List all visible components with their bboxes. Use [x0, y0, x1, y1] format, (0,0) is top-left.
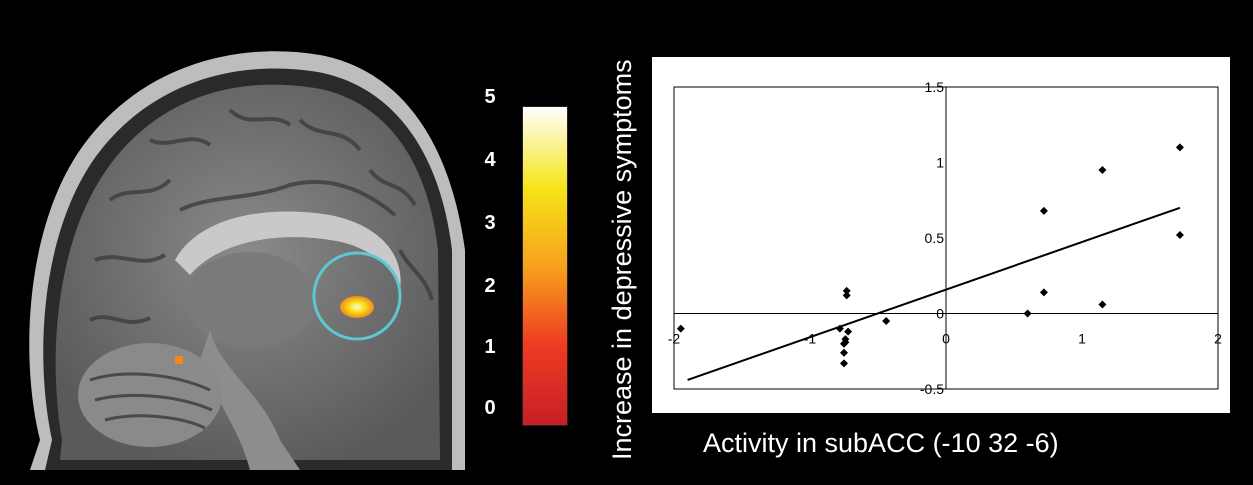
trend-line [687, 206, 1181, 381]
y-tick-label: 1 [936, 155, 944, 171]
colorbar [522, 106, 568, 426]
data-point [882, 317, 891, 326]
data-point [676, 324, 685, 333]
x-tick-label: -2 [668, 331, 681, 347]
data-point [1023, 309, 1032, 318]
scatter-plot-area: -2 -1 0 1 2 1.5 1 0.5 0 -0.5 [652, 57, 1230, 413]
data-point [840, 339, 848, 348]
scatter-plot: -2 -1 0 1 2 1.5 1 0.5 0 -0.5 [668, 79, 1222, 397]
colorbar-tick-4: 4 [484, 149, 496, 171]
data-point [840, 359, 848, 368]
y-tick-label: 1.5 [925, 79, 945, 95]
colorbar-tick-0: 0 [484, 397, 496, 419]
data-point [1098, 300, 1107, 309]
data-point [842, 286, 851, 295]
data-point [840, 348, 848, 357]
corpus-callosum [175, 211, 401, 290]
y-tick-label: -0.5 [920, 381, 944, 397]
y-axis-label: Increase in depressive symptoms [607, 59, 637, 460]
data-point [844, 327, 853, 336]
x-axis-label: Activity in subACC (-10 32 -6) [703, 428, 1059, 458]
data-point [1039, 288, 1048, 297]
x-tick-label: -1 [804, 331, 817, 347]
activation-blob-small [175, 356, 183, 364]
data-point [1098, 166, 1107, 175]
y-tick-label: 0 [936, 306, 944, 322]
data-point [842, 291, 851, 300]
brain-mri-image [0, 0, 470, 485]
colorbar-tick-3: 3 [484, 212, 496, 234]
x-tick-label: 0 [942, 331, 950, 347]
data-point [1039, 206, 1048, 215]
x-tick-label: 2 [1214, 331, 1222, 347]
data-point [1175, 143, 1184, 152]
roi-circle [312, 251, 402, 341]
data-point [835, 324, 844, 333]
colorbar-tick-5: 5 [484, 86, 496, 108]
colorbar-tick-2: 2 [484, 275, 496, 297]
y-tick-label: 0.5 [925, 230, 945, 246]
activation-blob [340, 296, 374, 318]
x-tick-label: 1 [1078, 331, 1086, 347]
data-point [1175, 230, 1184, 239]
colorbar-tick-1: 1 [484, 336, 496, 358]
